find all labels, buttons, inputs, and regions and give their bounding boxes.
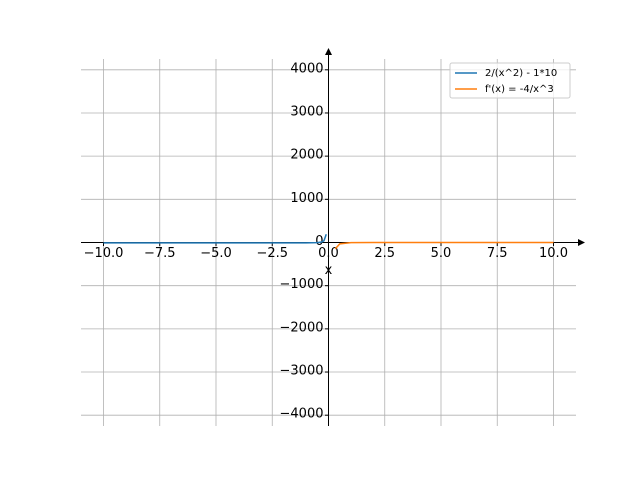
y-tick-label: −3000 — [280, 364, 324, 379]
y-tick-label: 1000 — [290, 191, 323, 206]
y-tick-label: −4000 — [280, 407, 324, 422]
y-tick-label: 2000 — [290, 148, 323, 163]
x-axis-arrow — [578, 239, 585, 246]
x-tick-label: 5.0 — [431, 246, 452, 261]
y-tick-label: 4000 — [290, 61, 323, 76]
y-tick-label: −2000 — [280, 320, 324, 335]
x-tick-label: 0.0 — [318, 246, 339, 261]
x-tick-label: 10.0 — [539, 246, 568, 261]
y-tick-label: 0 — [315, 234, 323, 249]
legend-label: 2/(x^2) - 1*10 — [485, 68, 557, 79]
legend-box — [449, 62, 571, 99]
line — [334, 241, 554, 250]
y-axis-arrow — [325, 48, 332, 55]
x-tick-label: −10.0 — [84, 246, 124, 261]
x-tick-label: 2.5 — [374, 246, 395, 261]
line — [103, 234, 327, 244]
x-axis-label: x — [325, 263, 333, 278]
legend-label: f'(x) = -4/x^3 — [485, 84, 554, 95]
x-tick-label: −2.5 — [256, 246, 288, 261]
x-tick-label: 7.5 — [487, 246, 508, 261]
x-tick-label: −7.5 — [144, 246, 176, 261]
y-tick-label: −1000 — [280, 277, 324, 292]
y-tick-label: 3000 — [290, 104, 323, 119]
x-tick-label: −5.0 — [200, 246, 232, 261]
